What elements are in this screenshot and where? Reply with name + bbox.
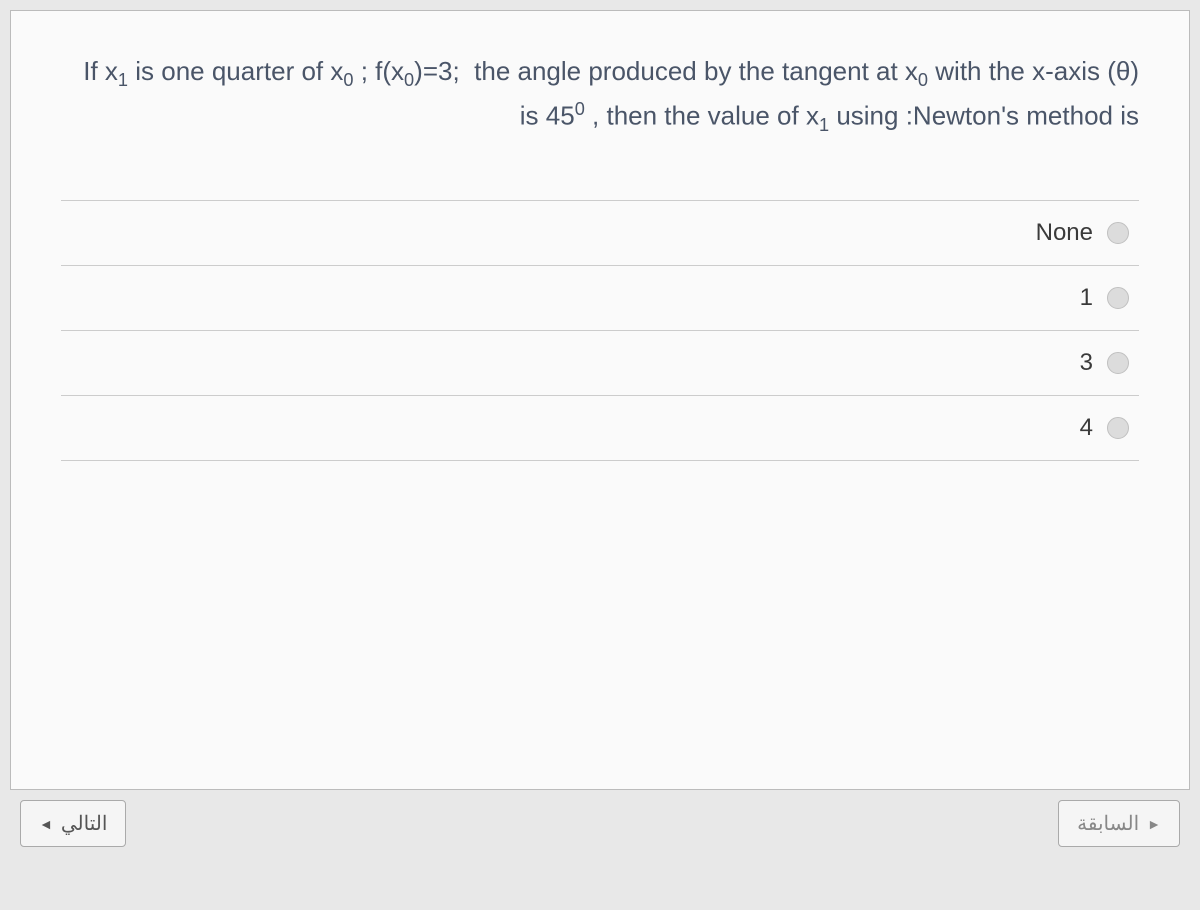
radio-icon[interactable] (1107, 222, 1129, 244)
question-container: If x1 is one quarter of x0 ; f(x0)=3; th… (10, 10, 1190, 790)
radio-icon[interactable] (1107, 287, 1129, 309)
navigation-bar: التالي ◄ ► السابقة (10, 800, 1190, 847)
chevron-left-icon: ◄ (39, 816, 53, 832)
options-list: None 1 3 4 (61, 200, 1139, 461)
chevron-right-icon: ► (1147, 816, 1161, 832)
option-label: 4 (1080, 414, 1093, 442)
option-label: None (1036, 219, 1093, 247)
previous-button-label: السابقة (1077, 811, 1139, 836)
option-row[interactable]: None (61, 200, 1139, 265)
option-row[interactable]: 4 (61, 395, 1139, 461)
option-row[interactable]: 1 (61, 265, 1139, 330)
next-button-label: التالي (61, 811, 108, 836)
question-text: If x1 is one quarter of x0 ; f(x0)=3; th… (61, 51, 1139, 140)
radio-icon[interactable] (1107, 352, 1129, 374)
next-button[interactable]: التالي ◄ (20, 800, 126, 847)
option-label: 3 (1080, 349, 1093, 377)
option-row[interactable]: 3 (61, 330, 1139, 395)
radio-icon[interactable] (1107, 417, 1129, 439)
option-label: 1 (1080, 284, 1093, 312)
previous-button[interactable]: ► السابقة (1058, 800, 1180, 847)
